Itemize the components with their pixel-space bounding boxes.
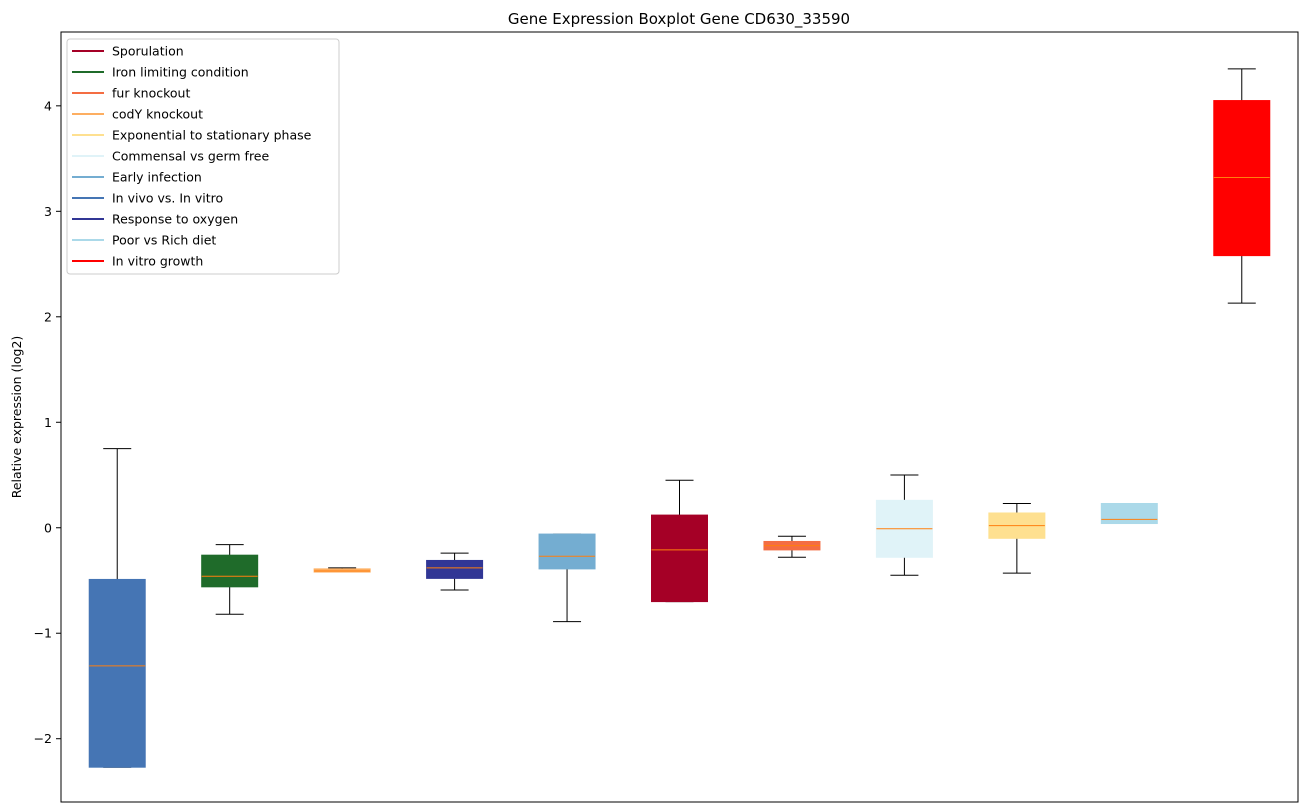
box-body (201, 554, 259, 588)
box-11 (1213, 68, 1271, 304)
box-3 (313, 567, 371, 573)
legend-label: fur knockout (112, 86, 190, 101)
legend-item: Response to oxygen (72, 212, 238, 227)
box-5 (538, 533, 596, 623)
box-body (313, 568, 371, 573)
plot-area-frame (60, 31, 1299, 803)
y-tick-label: 2 (44, 309, 52, 324)
legend-label: Iron limiting condition (112, 65, 249, 80)
legend-label: Commensal vs germ free (112, 149, 269, 164)
y-tick-label: −2 (34, 731, 52, 746)
box-body (538, 533, 596, 570)
legend-item: Poor vs Rich diet (72, 233, 216, 248)
legend-label: Sporulation (112, 44, 184, 59)
legend-label: codY knockout (112, 107, 203, 122)
legend-label: Poor vs Rich diet (112, 233, 216, 248)
box-9 (988, 502, 1046, 574)
legend-item: Exponential to stationary phase (72, 128, 312, 143)
legend-item: Sporulation (72, 44, 184, 59)
legend-item: Iron limiting condition (72, 65, 249, 80)
box-body (1213, 100, 1271, 257)
legend-item: fur knockout (72, 86, 190, 101)
box-body (1100, 502, 1158, 525)
legend-item: In vitro growth (72, 254, 203, 269)
box-body (88, 578, 146, 768)
box-10 (1100, 502, 1158, 525)
legend-label: In vivo vs. In vitro (112, 191, 223, 206)
legend-item: Early infection (72, 170, 202, 185)
box-2 (201, 544, 259, 615)
box-body (651, 514, 708, 603)
y-tick-label: 0 (44, 520, 52, 535)
legend: Sporulation Iron limiting condition fur kn… (66, 38, 340, 275)
y-tick-label: −1 (34, 626, 52, 641)
legend-item: Commensal vs germ free (72, 149, 269, 164)
y-tick-label: 1 (44, 415, 52, 430)
legend-label: In vitro growth (112, 254, 203, 269)
box-8 (875, 474, 933, 576)
box-4 (426, 552, 484, 591)
box-group (88, 68, 1271, 768)
box-body (426, 559, 484, 579)
legend-item: In vivo vs. In vitro (72, 191, 223, 206)
legend-item: codY knockout (72, 107, 203, 122)
legend-label: Early infection (112, 170, 202, 185)
y-tick-label: 4 (44, 98, 52, 113)
legend-label: Exponential to stationary phase (112, 128, 312, 143)
box-6 (651, 479, 708, 603)
y-axis-label: Relative expression (log2) (9, 336, 24, 499)
legend-label: Response to oxygen (112, 212, 238, 227)
box-1 (88, 448, 146, 768)
chart-title: Gene Expression Boxplot Gene CD630_33590 (508, 10, 850, 29)
box-7 (763, 535, 821, 558)
y-tick-label: 3 (44, 204, 52, 219)
y-axis: −2 −1 0 1 2 3 4 (34, 98, 61, 746)
legend-frame (66, 38, 340, 275)
